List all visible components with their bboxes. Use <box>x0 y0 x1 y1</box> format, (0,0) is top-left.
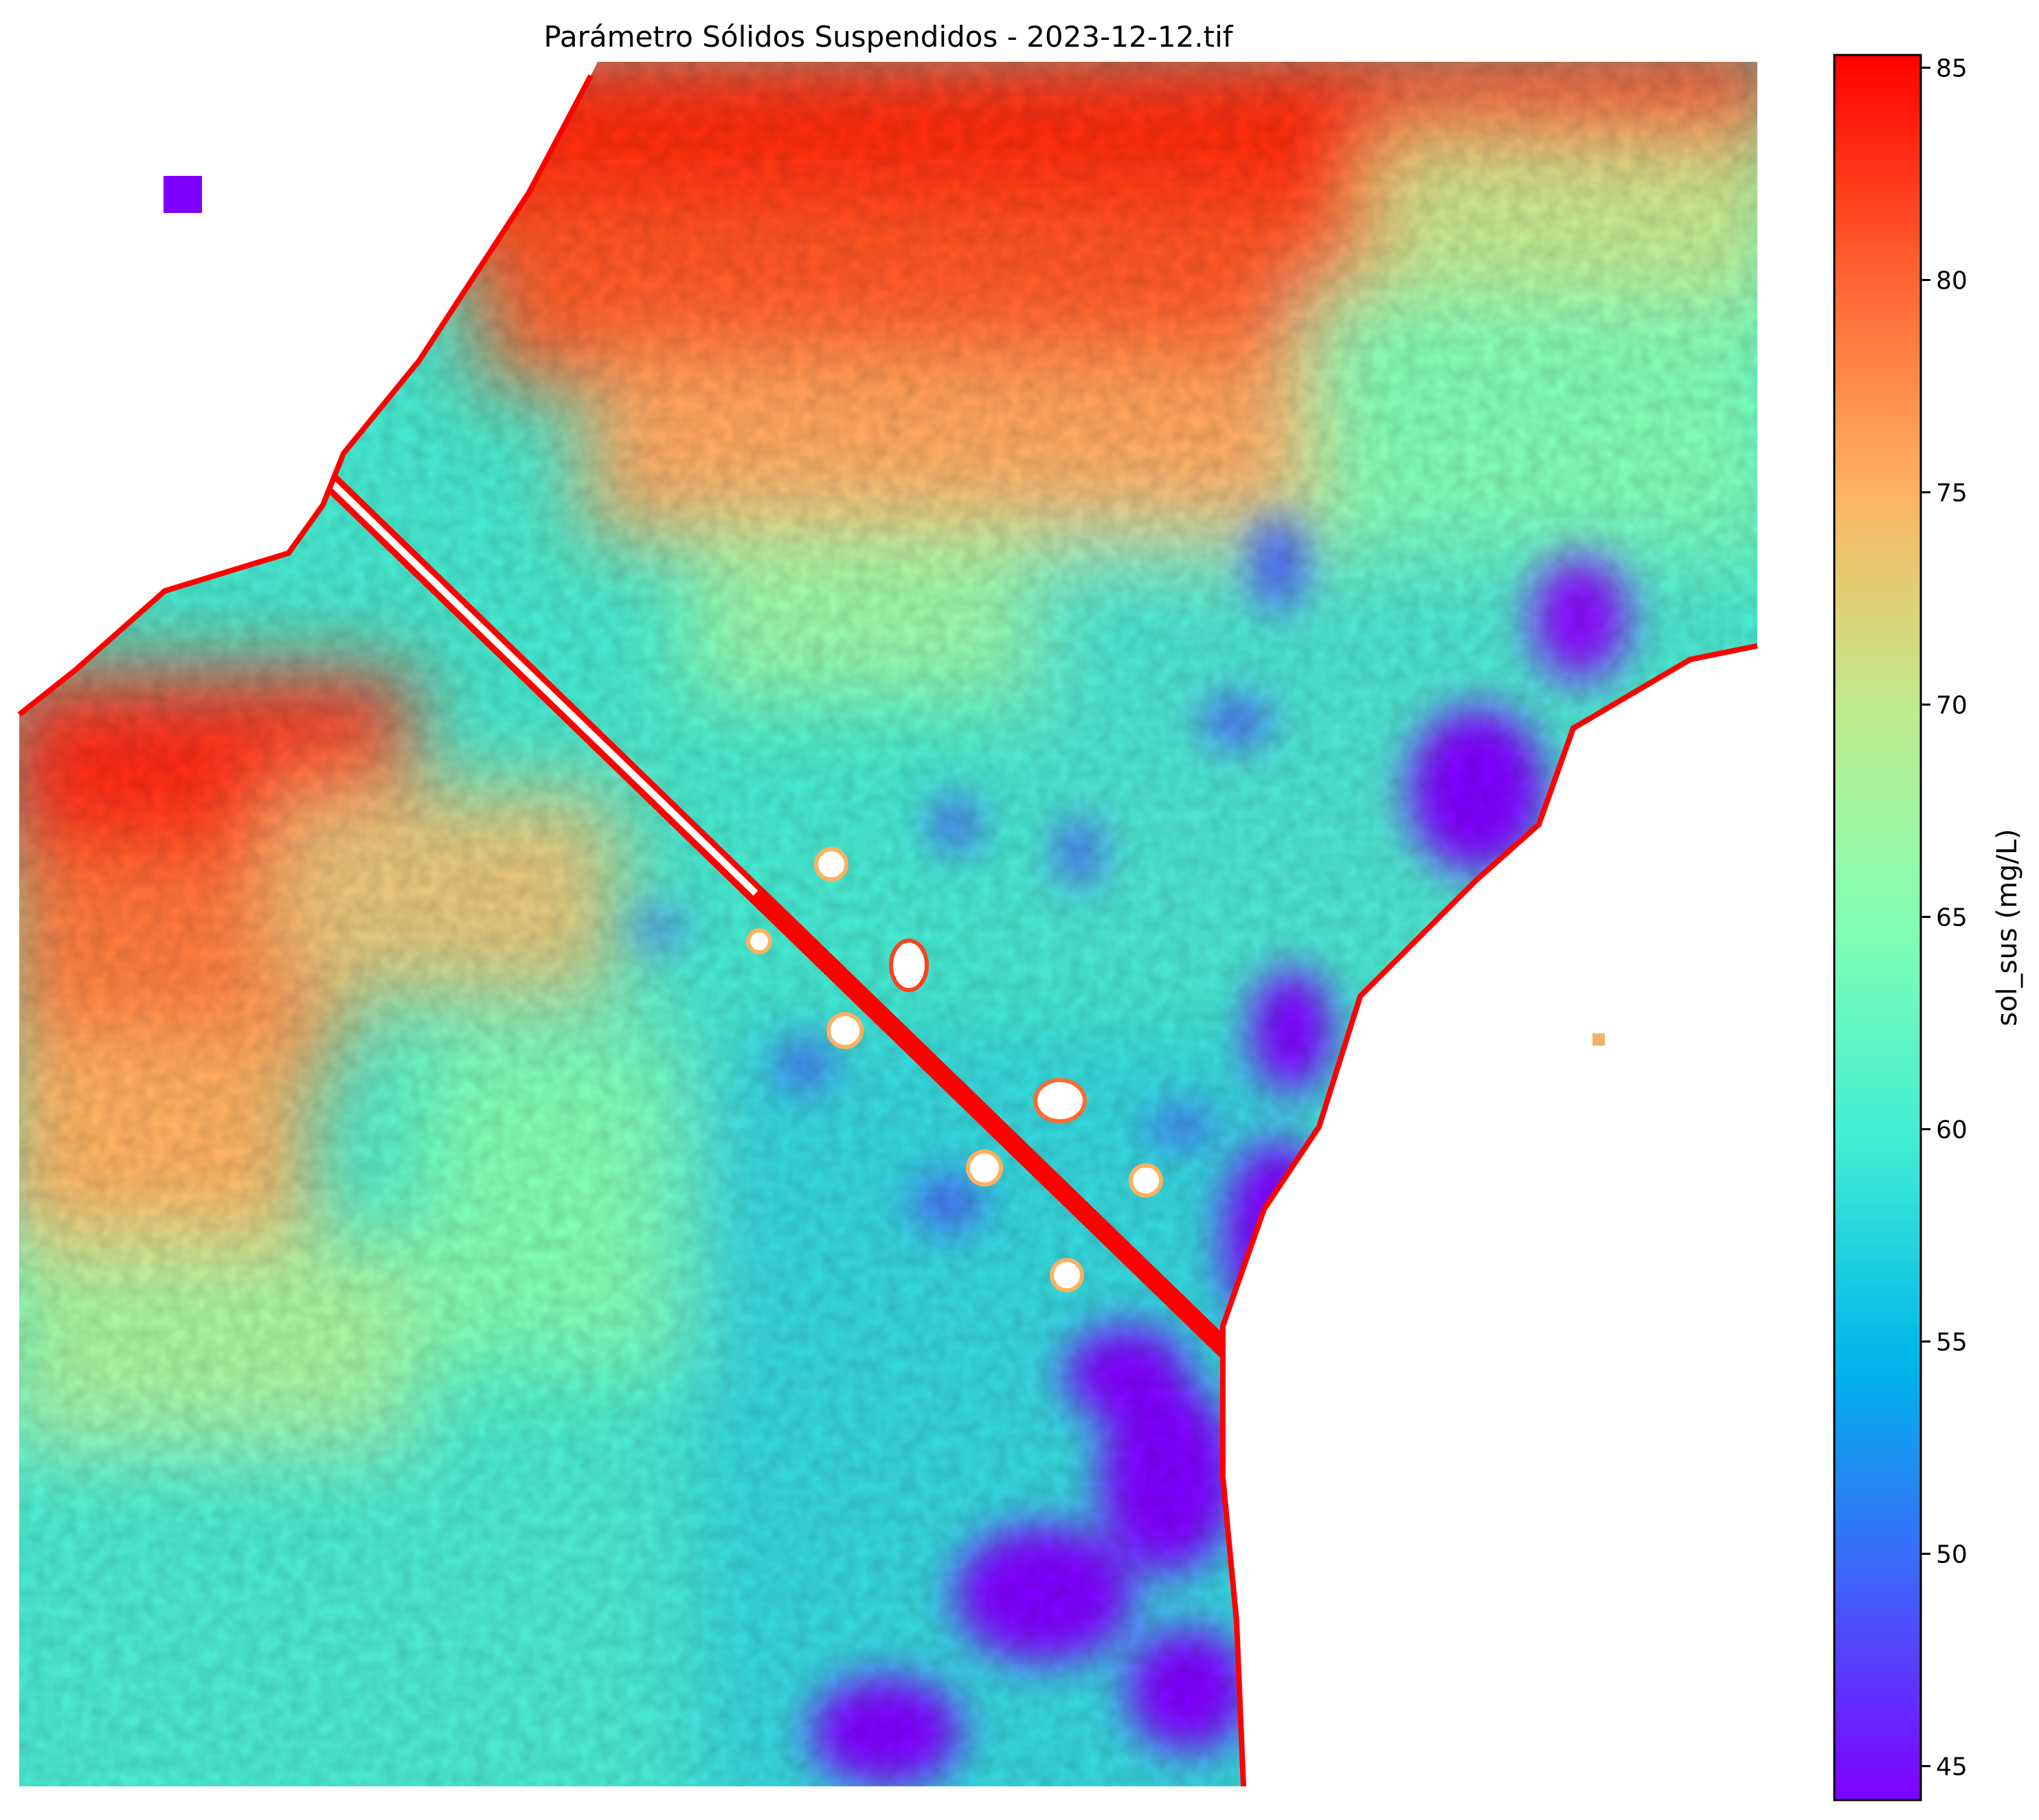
nodata-hole <box>1033 1078 1087 1123</box>
colorbar: 45 50 55 60 65 70 75 80 85 sol_sus (mg/L) <box>1833 54 2023 1801</box>
colorbar-tick-label: 45 <box>1936 1753 1968 1782</box>
nodata-hole <box>826 1012 864 1049</box>
colorbar-label: sol_sus (mg/L) <box>1992 829 2023 1026</box>
chart-title: Parámetro Sólidos Suspendidos - 2023-12-… <box>543 20 1233 54</box>
nodata-hole <box>1050 1258 1084 1292</box>
colorbar-tick-label: 55 <box>1936 1329 1968 1357</box>
coastline-edge-west <box>17 74 594 717</box>
heatmap-raster <box>19 62 1757 1786</box>
colorbar-tick-label: 75 <box>1936 480 1968 508</box>
colorbar-tick-label: 60 <box>1936 1116 1968 1145</box>
coastline-edge <box>1220 643 1758 1787</box>
isolated-pixel-patch <box>164 176 202 213</box>
nodata-hole <box>814 847 848 881</box>
colorbar-tick-label: 70 <box>1936 692 1968 720</box>
nodata-hole <box>966 1149 1003 1187</box>
colorbar-ticks: 45 50 55 60 65 70 75 80 85 <box>1921 55 1968 1782</box>
colorbar-tick-label: 85 <box>1936 55 1968 83</box>
heatmap-speckle <box>19 62 1757 1786</box>
colorbar-tick-label: 50 <box>1936 1541 1968 1569</box>
artifact-stripe-gap <box>327 478 758 896</box>
colorbar-tick-label: 80 <box>1936 267 1968 295</box>
colorbar-gradient <box>1833 54 1922 1801</box>
nodata-hole <box>889 939 929 992</box>
isolated-pixel-patch <box>1592 1033 1605 1046</box>
colorbar-tick-label: 65 <box>1936 904 1968 932</box>
nodata-hole <box>746 928 772 954</box>
nodata-holes <box>746 847 1163 1292</box>
nodata-hole <box>1129 1163 1163 1198</box>
